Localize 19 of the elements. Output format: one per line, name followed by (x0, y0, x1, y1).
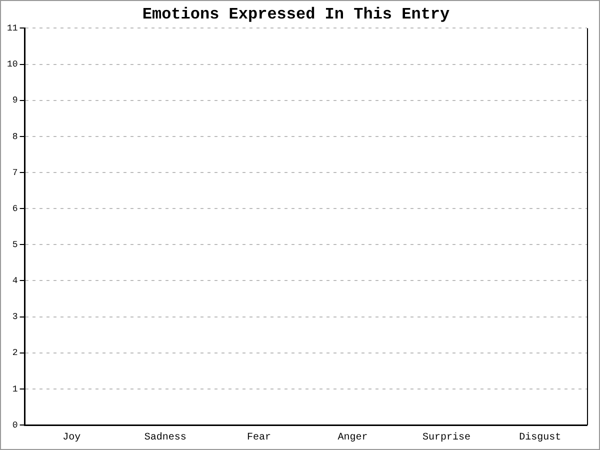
y-tick-label: 2 (12, 348, 18, 358)
y-tick-label: 1 (12, 384, 18, 394)
y-tick-label: 7 (12, 168, 18, 178)
y-tick-label: 0 (12, 420, 18, 430)
x-tick-label: Joy (62, 432, 81, 444)
y-tick-label: 11 (6, 24, 18, 34)
y-tick-label: 10 (6, 60, 18, 70)
y-tick-label: 8 (12, 132, 18, 142)
x-tick-label: Fear (247, 432, 272, 444)
chart-title: Emotions Expressed In This Entry (142, 6, 450, 24)
x-tick-label: Surprise (422, 432, 470, 444)
y-tick-label: 3 (12, 312, 18, 322)
y-tick-label: 4 (12, 276, 18, 286)
x-tick-label: Disgust (519, 432, 562, 444)
y-tick-label: 9 (12, 96, 18, 106)
y-tick-label: 6 (12, 204, 18, 214)
x-tick-label: Anger (338, 432, 368, 444)
y-tick-label: 5 (12, 240, 18, 250)
x-tick-label: Sadness (144, 432, 186, 444)
